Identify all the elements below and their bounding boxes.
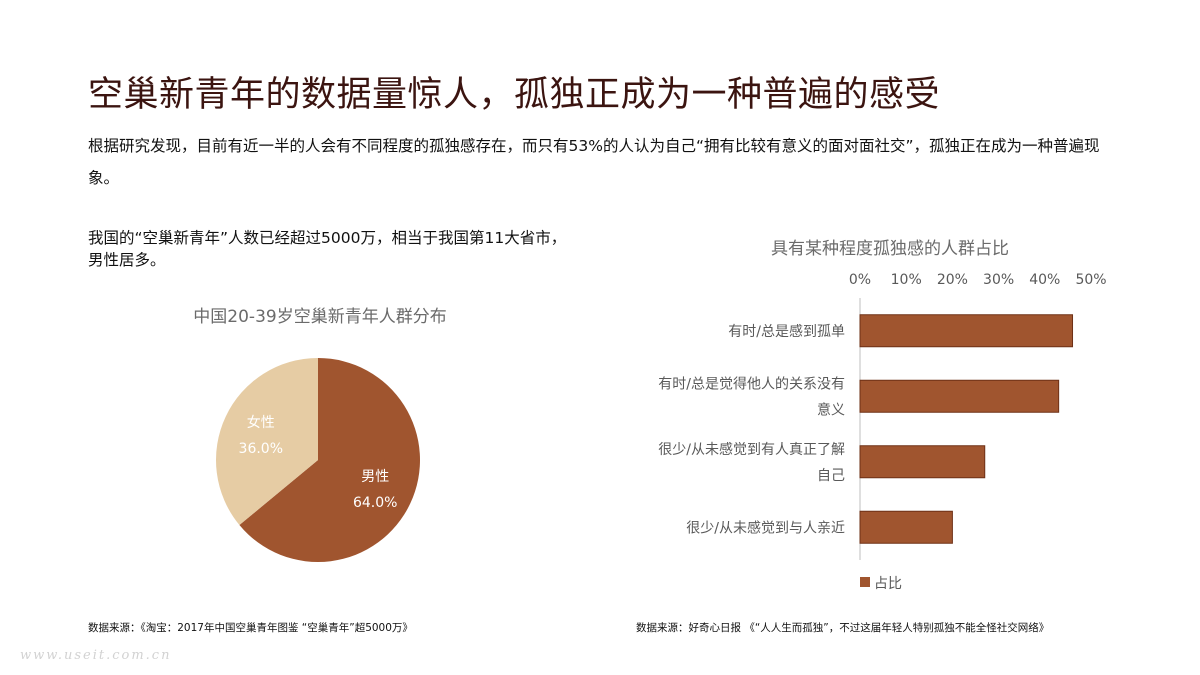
source-right: 数据来源：好奇心日报 《“人人生而孤独”，不过这届年轻人特别孤独不能全怪社交网络… bbox=[636, 622, 1050, 634]
category-label: 自己 bbox=[817, 468, 845, 484]
page-title: 空巢新青年的数据量惊人，孤独正成为一种普遍的感受 bbox=[88, 75, 941, 115]
subnote-paragraph: 我国的“空巢新青年”人数已经超过5000万，相当于我国第11大省市，男性居多。 bbox=[88, 229, 567, 269]
bar bbox=[859, 510, 953, 544]
watermark: www.useit.com.cn bbox=[20, 648, 172, 663]
x-tick-label: 0% bbox=[849, 272, 871, 288]
legend-label: 占比 bbox=[874, 576, 902, 592]
pie-slice-male-value: 64.0% bbox=[353, 495, 397, 511]
x-tick-label: 10% bbox=[891, 272, 922, 288]
x-tick-label: 50% bbox=[1075, 272, 1106, 288]
x-tick-label: 20% bbox=[937, 272, 968, 288]
x-tick-label: 30% bbox=[983, 272, 1014, 288]
pie-slice-male bbox=[239, 358, 420, 562]
intro-paragraph: 根据研究发现，目前有近一半的人会有不同程度的孤独感存在，而只有53%的人认为自己… bbox=[88, 137, 1100, 187]
bar-chart-title: 具有某种程度孤独感的人群占比 bbox=[771, 239, 1009, 259]
pie-chart-title: 中国20-39岁空巢新青年人群分布 bbox=[193, 307, 447, 327]
category-label: 很少/从未感觉到与人亲近 bbox=[686, 519, 845, 536]
bar bbox=[859, 314, 1074, 348]
bar bbox=[859, 445, 986, 479]
category-label: 很少/从未感觉到有人真正了解 bbox=[658, 441, 845, 458]
category-label: 有时/总是感到孤单 bbox=[728, 323, 845, 340]
category-label: 意义 bbox=[817, 401, 845, 418]
pie-slice-male-label: 男性 bbox=[361, 469, 389, 485]
source-left: 数据来源：《淘宝：2017年中国空巢青年图鉴 “空巢青年”超5000万》 bbox=[88, 622, 413, 634]
pie-slice-female-value: 36.0% bbox=[239, 441, 283, 457]
category-label: 有时/总是觉得他人的关系没有 bbox=[658, 375, 845, 392]
pie-slice-female-label: 女性 bbox=[247, 414, 275, 431]
legend-swatch bbox=[860, 577, 870, 587]
pie-slice-female bbox=[215, 358, 318, 526]
bar bbox=[859, 379, 1060, 413]
x-tick-label: 40% bbox=[1029, 272, 1060, 288]
